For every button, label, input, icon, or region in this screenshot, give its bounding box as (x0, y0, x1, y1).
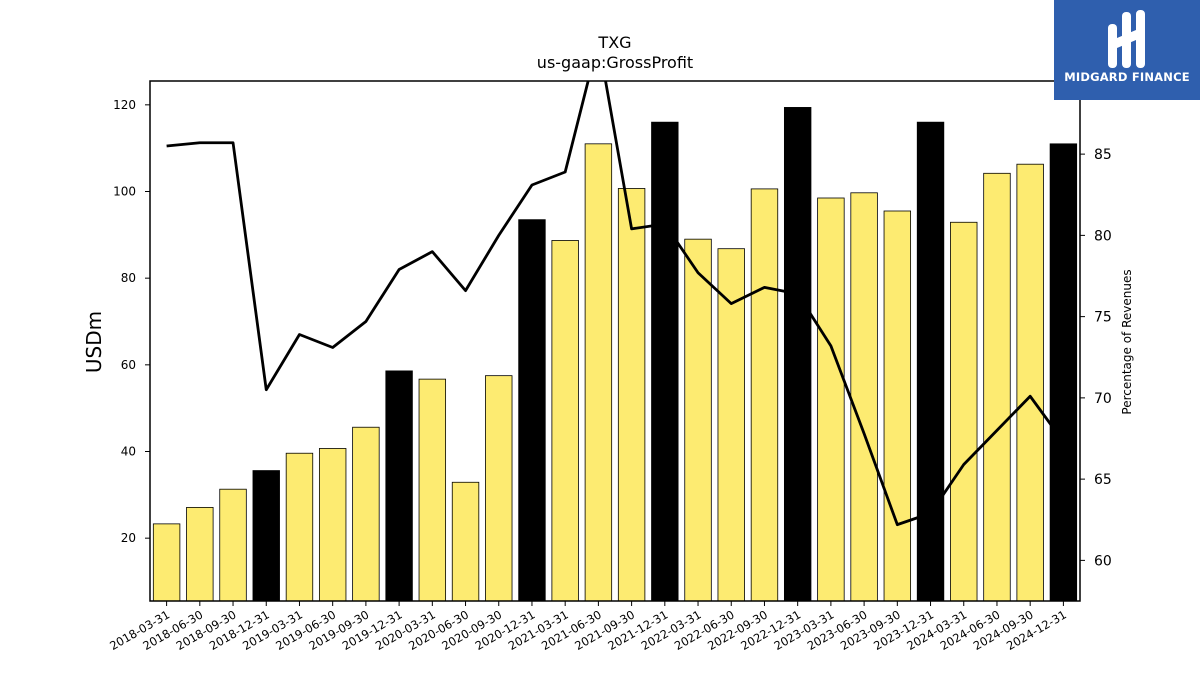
y2-tick-label: 70 (1094, 391, 1112, 407)
plot-frame (149, 80, 1081, 602)
bar-2018-09-30 (219, 488, 247, 602)
bar-2018-06-30 (186, 506, 214, 602)
bar-2021-12-31 (651, 121, 679, 602)
bar-2022-03-31 (684, 238, 712, 602)
y-tick-label: 20 (121, 531, 136, 545)
bar-2023-09-30 (883, 210, 912, 602)
bar-2022-12-31 (783, 107, 812, 602)
bar-2020-12-31 (518, 219, 546, 602)
bar-2020-09-30 (485, 375, 513, 602)
bar-2023-06-30 (850, 192, 878, 602)
y-tick-label: 80 (121, 271, 136, 285)
bar-2019-12-31 (385, 370, 413, 602)
bar-2018-03-31 (152, 523, 181, 602)
percentage-line-series (166, 81, 1065, 527)
y2-tick-label: 75 (1094, 310, 1112, 326)
bar-2024-12-31 (1049, 143, 1078, 602)
bar-2024-06-30 (983, 172, 1011, 602)
y2-tick-label: 85 (1094, 147, 1112, 163)
bar-2024-03-31 (950, 221, 978, 602)
bar-2019-06-30 (318, 448, 347, 602)
y-tick-label: 40 (121, 445, 136, 459)
y-tick-label: 60 (121, 358, 136, 372)
y2-tick-label: 60 (1094, 553, 1112, 569)
bar-2019-03-31 (285, 452, 314, 602)
bar-2021-09-30 (617, 188, 646, 602)
bar-2023-03-31 (817, 197, 845, 602)
bar-series (152, 107, 1078, 602)
chart-subtitle: us-gaap:GrossProfit (537, 53, 693, 72)
percentage-line (166, 81, 1065, 527)
y-tick-label: 120 (113, 98, 136, 112)
y-tick-label: 100 (113, 185, 136, 199)
bar-2020-03-31 (418, 378, 447, 602)
bar-2021-03-31 (551, 240, 579, 602)
bar-2024-09-30 (1016, 163, 1044, 602)
bar-2021-06-30 (584, 143, 613, 602)
brand-logo: MIDGARD FINANCE (1054, 0, 1200, 100)
midgard-logo-icon (1108, 10, 1145, 68)
bar-2023-12-31 (916, 121, 945, 602)
y2-tick-label: 65 (1094, 472, 1112, 488)
bar-2022-09-30 (750, 188, 779, 602)
bar-2019-09-30 (352, 426, 380, 602)
brand-logo-text: MIDGARD FINANCE (1064, 70, 1190, 84)
y-axis-label: USDm (82, 311, 106, 373)
bar-2022-06-30 (717, 248, 745, 602)
chart-title: TXG (597, 33, 631, 52)
bar-2020-06-30 (451, 481, 480, 602)
bar-2018-12-31 (252, 470, 280, 602)
y2-tick-label: 80 (1094, 228, 1112, 244)
y2-axis-label: Percentage of Revenues (1120, 269, 1134, 414)
